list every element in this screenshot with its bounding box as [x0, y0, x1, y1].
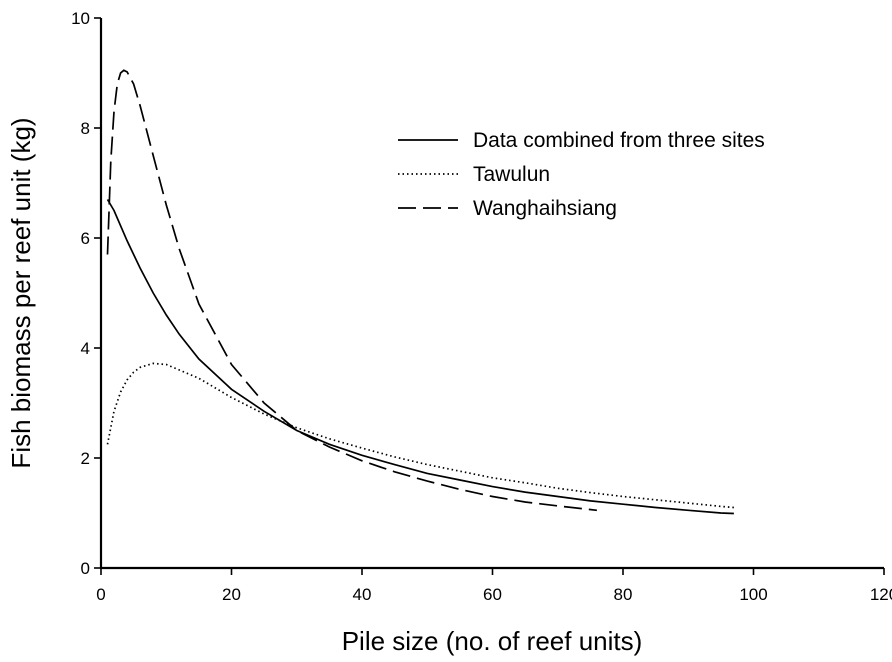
- legend: Data combined from three sites Tawulun Wan…: [398, 129, 765, 220]
- plot-area: [106, 69, 734, 515]
- x-tick-label: 60: [483, 585, 502, 604]
- x-tick-label: 0: [96, 585, 105, 604]
- series-line-tawulun: [106, 362, 734, 509]
- y-axis-title: Fish biomass per reef unit (kg): [6, 117, 36, 468]
- legend-label-wanghaihsiang: Wanghaihsiang: [473, 197, 617, 220]
- x-tick-label: 100: [739, 585, 767, 604]
- y-tick-label: 0: [81, 559, 90, 578]
- legend-label-data-combined-from-three-sites: Data combined from three sites: [473, 129, 765, 152]
- y-tick-label: 4: [81, 339, 90, 358]
- legend-label-tawulun: Tawulun: [473, 163, 550, 186]
- x-tick-label: 80: [614, 585, 633, 604]
- y-tick-label: 8: [81, 119, 90, 138]
- x-tick-label: 20: [222, 585, 241, 604]
- x-tick-label: 40: [353, 585, 372, 604]
- y-tick-label: 10: [71, 9, 90, 28]
- series-line-wanghaihsiang: [106, 69, 597, 512]
- x-tick-label: 120: [870, 585, 892, 604]
- y-tick-label: 2: [81, 449, 90, 468]
- axes: 0246810020406080100120: [71, 9, 892, 604]
- series-line-data-combined-from-three-sites: [106, 199, 734, 515]
- x-axis-title: Pile size (no. of reef units): [342, 626, 643, 656]
- y-tick-label: 6: [81, 229, 90, 248]
